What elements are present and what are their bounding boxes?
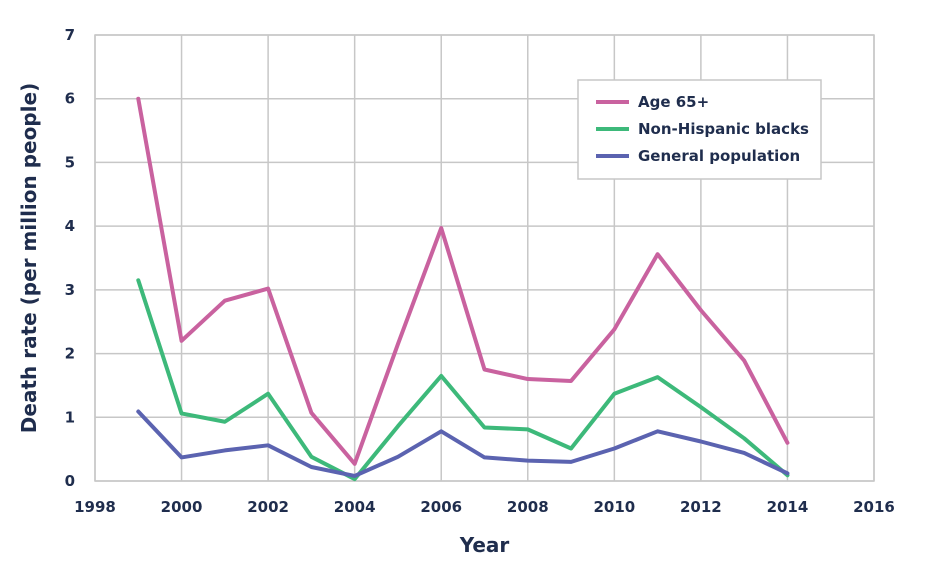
x-tick-labels: 1998 2000 2002 2004 2006 2008 2010 2012 2014 2016 <box>74 498 895 516</box>
y-tick-label: 0 <box>65 472 75 490</box>
y-tick-label: 4 <box>65 217 75 235</box>
y-axis-title: Death rate (per million people) <box>17 83 41 433</box>
y-tick-label: 2 <box>65 345 75 363</box>
legend-label: General population <box>638 147 800 165</box>
y-tick-label: 1 <box>65 408 75 426</box>
x-tick-label: 2000 <box>161 498 203 516</box>
x-tick-label: 2008 <box>507 498 549 516</box>
legend-label: Age 65+ <box>638 93 709 111</box>
legend: Age 65+ Non-Hispanic blacks General popula… <box>577 79 822 180</box>
x-tick-label: 2006 <box>420 498 462 516</box>
y-tick-labels: 0 1 2 3 4 5 6 7 <box>65 26 75 490</box>
x-tick-label: 2016 <box>853 498 895 516</box>
y-tick-label: 5 <box>65 153 75 171</box>
series-lines <box>136 96 790 482</box>
x-tick-label: 1998 <box>74 498 116 516</box>
y-tick-label: 3 <box>65 281 75 299</box>
series-line <box>136 278 790 482</box>
y-tick-label: 6 <box>65 90 75 108</box>
legend-label: Non-Hispanic blacks <box>638 120 809 138</box>
x-tick-label: 2014 <box>767 498 809 516</box>
x-axis-title: Year <box>459 533 510 557</box>
x-tick-label: 2012 <box>680 498 722 516</box>
x-tick-label: 2004 <box>334 498 376 516</box>
x-tick-label: 2010 <box>593 498 635 516</box>
series-line <box>136 409 790 478</box>
series-line <box>136 96 790 466</box>
y-tick-label: 7 <box>65 26 75 44</box>
x-tick-label: 2002 <box>247 498 289 516</box>
